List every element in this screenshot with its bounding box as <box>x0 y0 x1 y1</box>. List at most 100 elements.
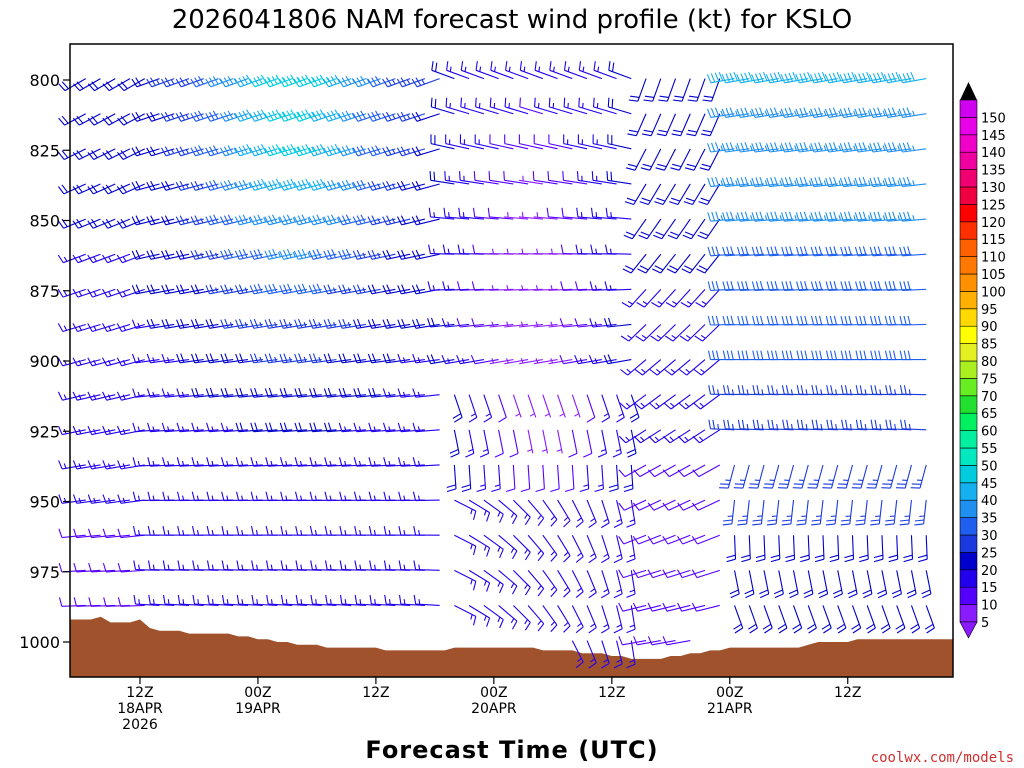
wind-barb <box>147 422 175 433</box>
wind-barb <box>825 500 839 526</box>
wind-barb <box>456 318 484 328</box>
wind-barb <box>722 385 750 396</box>
wind-barb <box>752 315 779 326</box>
wind-barb <box>382 388 411 398</box>
wind-barb <box>663 394 691 410</box>
wind-barb <box>279 178 308 191</box>
colorbar-label: 85 <box>981 338 998 353</box>
wind-barb <box>175 180 204 191</box>
wind-barb <box>337 110 367 122</box>
wind-barb <box>898 211 927 222</box>
wind-barb <box>512 534 531 561</box>
wind-barb <box>884 315 912 326</box>
wind-barb <box>293 214 322 226</box>
colorbar-label: 95 <box>981 303 998 318</box>
wind-barb <box>503 171 529 185</box>
y-tick-label: 850 <box>29 212 60 231</box>
wind-barb <box>633 636 661 646</box>
wind-barb <box>57 391 86 401</box>
x-tick-label: 12Z <box>126 685 153 701</box>
wind-barb <box>648 429 676 444</box>
wind-barb <box>574 354 602 365</box>
wind-barb <box>397 457 425 467</box>
wind-barb <box>87 288 116 298</box>
wind-barb <box>512 605 531 631</box>
wind-barb <box>590 244 617 255</box>
wind-barb <box>869 211 897 222</box>
wind-barb <box>131 146 160 157</box>
wind-barb <box>899 246 927 257</box>
wind-barb <box>785 535 796 563</box>
wind-barb <box>869 107 897 118</box>
wind-barb <box>220 214 249 226</box>
wind-barb <box>205 179 234 191</box>
wind-barb <box>603 317 632 328</box>
wind-barb <box>899 350 927 361</box>
wind-barb <box>192 560 219 571</box>
wind-barb <box>475 97 499 115</box>
wind-barb <box>279 318 308 329</box>
colorbar-swatch <box>959 291 978 310</box>
wind-barb <box>679 324 706 342</box>
wind-barb <box>264 283 293 295</box>
wind-barb <box>707 315 735 326</box>
wind-barb <box>781 246 809 257</box>
wind-barb <box>412 491 440 502</box>
wind-barb <box>446 61 470 80</box>
wind-barb <box>116 218 145 229</box>
wind-barb <box>102 460 131 470</box>
wind-barb <box>103 597 130 607</box>
wind-barb <box>563 134 588 150</box>
wind-barb <box>161 215 190 226</box>
wind-barb <box>354 594 381 607</box>
wind-barb <box>664 359 691 376</box>
wind-barb <box>368 457 396 467</box>
wind-barb <box>632 602 661 612</box>
wind-barb <box>532 171 558 185</box>
wind-barb <box>650 324 676 342</box>
wind-barb <box>691 569 720 579</box>
wind-barb <box>612 429 622 458</box>
wind-barb <box>442 281 470 291</box>
x-tick-label: 00Z <box>244 685 271 701</box>
wind-barb <box>766 315 794 326</box>
wind-barb <box>593 61 617 80</box>
wind-barb <box>677 464 706 478</box>
wind-barb <box>490 61 514 80</box>
wind-barb <box>338 248 367 260</box>
wind-barb <box>533 358 558 365</box>
wind-barb <box>133 594 160 607</box>
wind-barb <box>626 500 636 528</box>
wind-barb <box>368 387 396 398</box>
wind-barb <box>116 148 145 160</box>
wind-barb <box>175 111 204 122</box>
wind-barb <box>411 215 440 226</box>
wind-barb <box>807 605 817 634</box>
wind-barb <box>898 176 927 188</box>
wind-barb <box>527 605 545 632</box>
wind-barb <box>533 321 558 328</box>
wind-barb <box>338 284 367 295</box>
wind-barb <box>354 525 381 536</box>
wind-barb <box>765 142 794 153</box>
wind-barb <box>457 244 484 255</box>
colorbar-swatch <box>959 430 978 449</box>
wind-barb <box>670 148 691 171</box>
wind-barb <box>368 491 396 502</box>
wind-barb <box>591 171 617 185</box>
wind-barb <box>548 285 573 291</box>
wind-barb <box>131 249 160 260</box>
wind-barb <box>498 569 518 595</box>
colorbar-swatch <box>959 204 978 223</box>
wind-barb <box>737 500 750 526</box>
wind-barb <box>338 387 366 398</box>
wind-barb <box>458 207 484 220</box>
wind-barb <box>796 419 824 431</box>
wind-barb <box>634 394 662 410</box>
wind-barb <box>504 321 529 328</box>
wind-barb <box>58 78 87 92</box>
wind-barb <box>627 113 647 137</box>
wind-barb <box>895 605 906 634</box>
wind-barb <box>681 253 706 274</box>
wind-barb <box>454 569 477 591</box>
